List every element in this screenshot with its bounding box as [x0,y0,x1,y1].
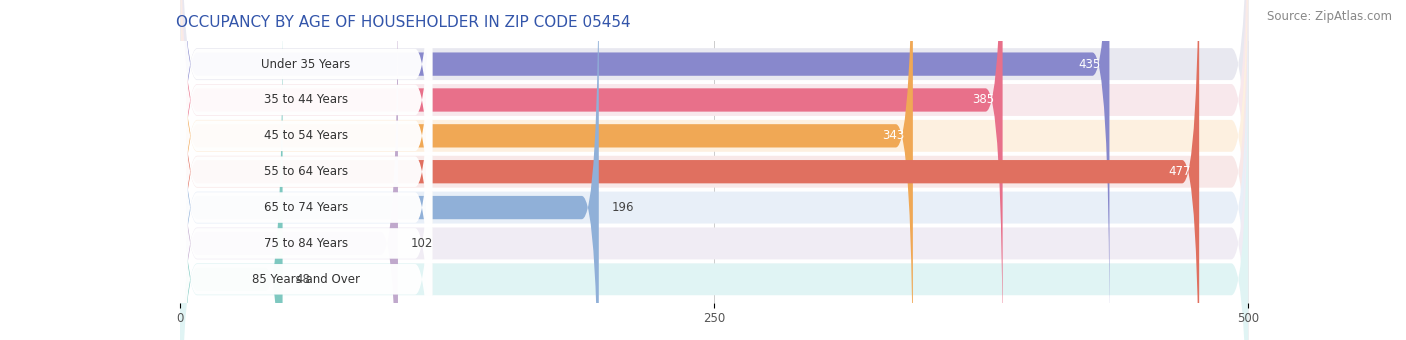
FancyBboxPatch shape [180,7,432,340]
Text: 75 to 84 Years: 75 to 84 Years [264,237,349,250]
FancyBboxPatch shape [180,0,432,340]
Text: Source: ZipAtlas.com: Source: ZipAtlas.com [1267,10,1392,23]
FancyBboxPatch shape [180,0,1249,340]
FancyBboxPatch shape [180,0,1109,339]
Text: 196: 196 [612,201,634,214]
FancyBboxPatch shape [180,4,283,340]
Text: 85 Years and Over: 85 Years and Over [252,273,360,286]
Text: 55 to 64 Years: 55 to 64 Years [264,165,349,178]
Text: 435: 435 [1078,57,1101,71]
FancyBboxPatch shape [180,0,398,340]
FancyBboxPatch shape [180,8,1249,340]
FancyBboxPatch shape [180,0,432,340]
FancyBboxPatch shape [180,0,1199,340]
FancyBboxPatch shape [180,0,432,340]
FancyBboxPatch shape [180,0,432,336]
FancyBboxPatch shape [180,0,1249,340]
Text: 65 to 74 Years: 65 to 74 Years [264,201,349,214]
FancyBboxPatch shape [180,0,432,340]
Text: 35 to 44 Years: 35 to 44 Years [264,94,349,106]
FancyBboxPatch shape [180,0,599,340]
FancyBboxPatch shape [180,0,1249,340]
FancyBboxPatch shape [180,0,1249,340]
Text: Under 35 Years: Under 35 Years [262,57,350,71]
Text: 385: 385 [972,94,994,106]
FancyBboxPatch shape [180,0,1249,335]
Text: OCCUPANCY BY AGE OF HOUSEHOLDER IN ZIP CODE 05454: OCCUPANCY BY AGE OF HOUSEHOLDER IN ZIP C… [176,15,630,30]
Text: 343: 343 [882,129,904,142]
FancyBboxPatch shape [180,0,1249,340]
FancyBboxPatch shape [180,0,1002,340]
Text: 477: 477 [1168,165,1191,178]
FancyBboxPatch shape [180,0,432,340]
FancyBboxPatch shape [180,0,912,340]
Text: 102: 102 [411,237,433,250]
Text: 48: 48 [295,273,311,286]
Text: 45 to 54 Years: 45 to 54 Years [264,129,349,142]
